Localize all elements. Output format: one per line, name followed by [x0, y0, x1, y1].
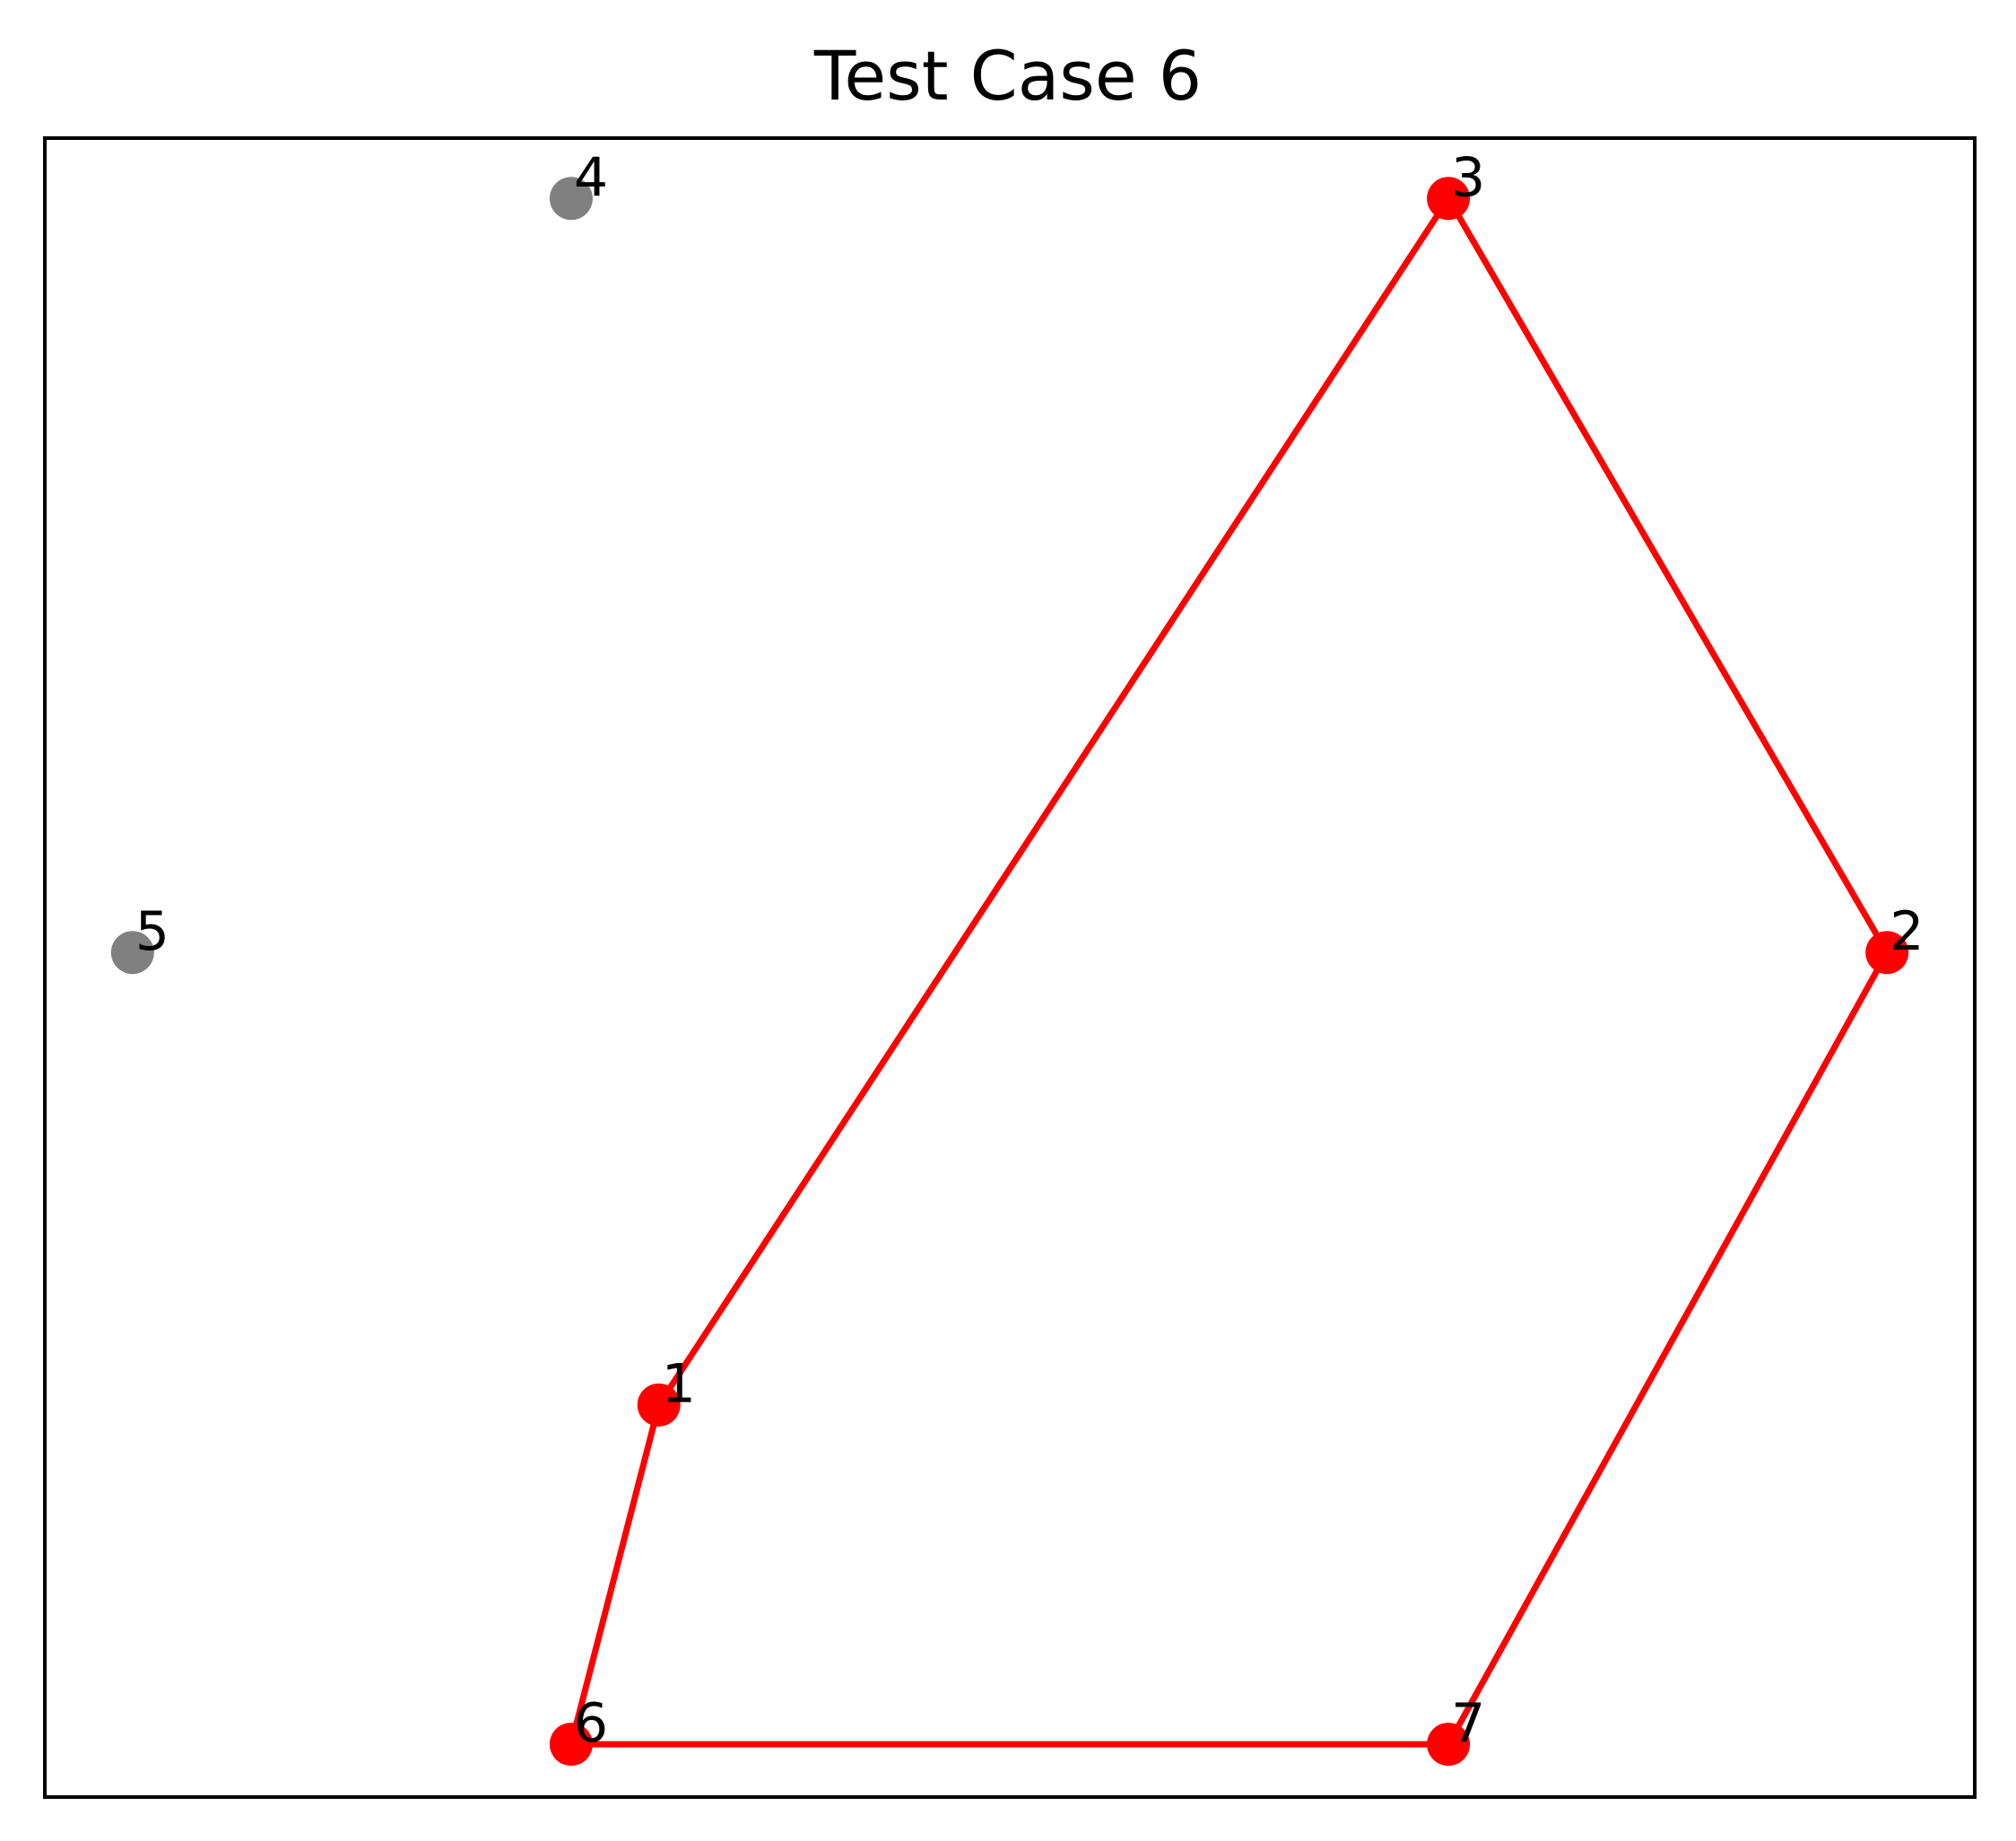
point-label-7: 7: [1451, 1692, 1485, 1755]
point-7: [1427, 1723, 1471, 1767]
point-5: [110, 931, 154, 975]
chart-title: Test Case 6: [813, 36, 1202, 116]
point-label-4: 4: [574, 146, 608, 209]
point-4: [549, 177, 593, 221]
point-1: [637, 1383, 681, 1427]
point-labels: 1 2 3 4 5 6 7: [135, 146, 1925, 1755]
point-label-1: 1: [662, 1353, 696, 1416]
point-2: [1865, 931, 1909, 975]
point-label-5: 5: [135, 900, 169, 963]
hull-polygon: [568, 195, 1890, 1748]
point-label-3: 3: [1451, 146, 1485, 209]
hull-line: [568, 195, 1890, 1748]
point-6: [549, 1723, 593, 1767]
plot-frame: [43, 136, 1977, 1799]
point-label-6: 6: [574, 1692, 608, 1755]
point-3: [1427, 177, 1471, 221]
data-points: [110, 177, 1909, 1767]
point-label-2: 2: [1890, 900, 1924, 963]
